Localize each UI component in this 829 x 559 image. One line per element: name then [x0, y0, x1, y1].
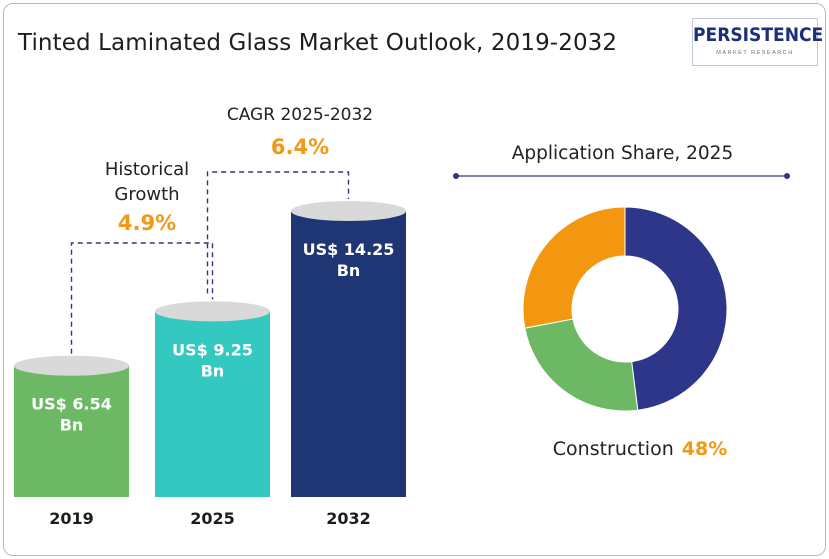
divider-dot-right	[784, 173, 790, 179]
donut-slice-segment-2	[524, 318, 639, 412]
divider-dot-left	[453, 173, 459, 179]
bar-value-line: US$ 14.25	[303, 240, 395, 259]
cagr-value: 6.4%	[270, 135, 330, 159]
x-tick-2032: 2032	[326, 509, 371, 528]
historical-growth-value: 4.9%	[117, 211, 177, 235]
historical-growth-label: Historical Growth	[72, 157, 222, 207]
construction-name: Construction	[552, 438, 674, 460]
persistence-logo: PERSISTENCE MARKET RESEARCH	[692, 18, 824, 66]
bar-value-line: Bn	[60, 416, 84, 435]
donut-slice-construction	[624, 206, 728, 411]
cagr-connector	[206, 171, 350, 294]
x-tick-2025: 2025	[190, 509, 235, 528]
bar-value-line: US$ 9.25	[172, 340, 253, 359]
historical-label-line1: Historical	[104, 159, 190, 180]
x-tick-2019: 2019	[49, 509, 94, 528]
historical-growth-connector	[70, 242, 214, 354]
cagr-label: CAGR 2025-2032	[226, 105, 374, 125]
logo-wordmark: PERSISTENCE	[693, 24, 824, 46]
donut-slice-segment-3	[522, 206, 626, 329]
bar-value-line: Bn	[201, 361, 225, 380]
bar-value-label-2025: US$ 9.25 Bn	[172, 340, 253, 380]
historical-label-line2: Growth	[114, 184, 180, 205]
bar-2032	[291, 211, 406, 497]
bar-cap-2032	[291, 201, 406, 221]
bar-value-line: Bn	[337, 261, 361, 280]
bar-value-line: US$ 6.54	[31, 395, 112, 414]
page-title: Tinted Laminated Glass Market Outlook, 2…	[18, 30, 618, 56]
bar-2019	[14, 365, 129, 497]
bar-cap-2019	[14, 355, 129, 376]
construction-percent: 48%	[681, 438, 728, 460]
bar-value-label-2019: US$ 6.54 Bn	[31, 395, 112, 435]
bar-2025	[155, 311, 270, 497]
logo-tagline: MARKET RESEARCH	[716, 50, 794, 56]
application-share-title: Application Share, 2025	[511, 143, 734, 164]
bar-cap-2025	[155, 301, 270, 322]
construction-share-label: Construction 48%	[490, 438, 790, 460]
bar-value-label-2032: US$ 14.25 Bn	[303, 240, 395, 280]
